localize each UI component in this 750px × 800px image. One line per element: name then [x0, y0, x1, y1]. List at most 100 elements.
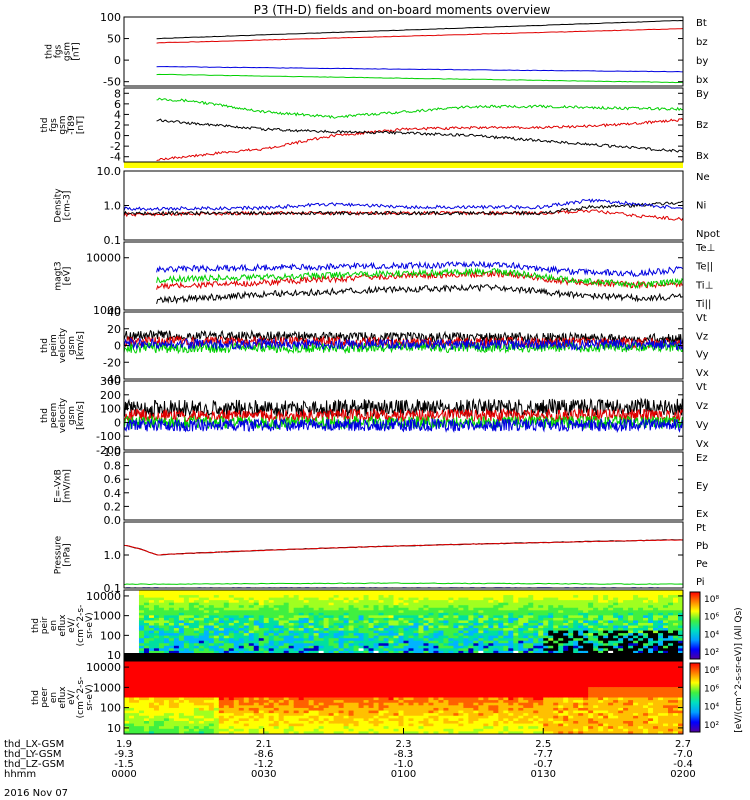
- heatmap-cell: [458, 648, 464, 652]
- heatmap-cell: [268, 694, 275, 699]
- heatmap-cell: [538, 633, 544, 637]
- heatmap-cell: [388, 697, 395, 701]
- heatmap-cell: [293, 726, 300, 730]
- heatmap-cell: [248, 718, 255, 722]
- heatmap-cell: [333, 731, 340, 734]
- heatmap-cell: [658, 645, 664, 649]
- heatmap-cell: [124, 692, 130, 696]
- heatmap-cell: [188, 661, 195, 665]
- heatmap-cell: [388, 597, 395, 601]
- heatmap-cell: [178, 726, 185, 730]
- heatmap-cell: [273, 607, 280, 611]
- heatmap-cell: [193, 700, 200, 704]
- heatmap-cell: [213, 661, 220, 665]
- heatmap-cell: [124, 605, 130, 609]
- heatmap-cell: [623, 620, 629, 624]
- heatmap-cell: [128, 622, 135, 627]
- heatmap-cell: [358, 638, 365, 642]
- heatmap-cell: [313, 713, 320, 717]
- heatmap-cell: [568, 590, 574, 594]
- heatmap-cell: [348, 645, 355, 649]
- heatmap-cell: [308, 645, 315, 649]
- heatmap-cell: [183, 620, 190, 624]
- heatmap-cell: [288, 645, 295, 649]
- heatmap-cell: [378, 610, 385, 614]
- heatmap-cell: [588, 617, 594, 622]
- heatmap-cell: [368, 597, 375, 601]
- heatmap-cell: [158, 687, 165, 691]
- heatmap-cell: [378, 715, 385, 719]
- heatmap-cell: [218, 707, 225, 712]
- heatmap-cell: [453, 605, 459, 609]
- heatmap-cell: [433, 648, 440, 652]
- heatmap-cell: [398, 610, 405, 614]
- heatmap-cell: [178, 590, 185, 594]
- heatmap-cell: [268, 612, 275, 616]
- heatmap-cell: [263, 602, 270, 606]
- heatmap-cell: [603, 633, 609, 637]
- heatmap-cell: [253, 681, 260, 686]
- legend-entry: Vx: [696, 368, 709, 379]
- heatmap-cell: [663, 590, 669, 594]
- series-line-bx: [156, 65, 683, 73]
- heatmap-cell: [348, 666, 355, 670]
- heatmap-cell: [128, 633, 135, 637]
- heatmap-cell: [413, 643, 420, 647]
- heatmap-cell: [563, 590, 569, 594]
- heatmap-cell: [178, 625, 185, 629]
- heatmap-cell: [258, 697, 265, 701]
- heatmap-cell: [348, 605, 355, 609]
- heatmap-cell: [318, 640, 325, 644]
- heatmap-cell: [124, 638, 130, 642]
- heatmap-cell: [178, 689, 185, 693]
- heatmap-cell: [673, 617, 679, 622]
- heatmap-cell: [223, 726, 230, 730]
- heatmap-cell: [573, 630, 579, 634]
- heatmap-cell: [208, 590, 215, 594]
- heatmap-cell: [428, 617, 435, 622]
- heatmap-cell: [213, 668, 220, 673]
- heatmap-cell: [278, 718, 285, 722]
- heatmap-cell: [648, 633, 654, 637]
- heatmap-cell: [178, 622, 185, 627]
- heatmap-cell: [628, 622, 634, 627]
- heatmap-cell: [138, 687, 145, 691]
- heatmap-cell: [268, 707, 275, 712]
- heatmap-cell: [313, 630, 320, 634]
- heatmap-cell: [478, 615, 484, 619]
- heatmap-cell: [183, 666, 190, 670]
- heatmap-cell: [158, 602, 165, 606]
- heatmap-cell: [468, 605, 474, 609]
- heatmap-cell: [348, 597, 355, 601]
- heatmap-cell: [573, 650, 579, 654]
- heatmap-cell: [573, 617, 579, 622]
- heatmap-cell: [253, 687, 260, 691]
- heatmap-cell: [358, 643, 365, 647]
- heatmap-cell: [658, 615, 664, 619]
- heatmap-cell: [403, 700, 410, 704]
- heatmap-cell: [218, 605, 225, 609]
- heatmap-cell: [538, 645, 544, 649]
- heatmap-cell: [248, 590, 255, 594]
- heatmap-cell: [653, 638, 659, 642]
- heatmap-cell: [663, 622, 669, 627]
- heatmap-cell: [218, 640, 225, 644]
- heatmap-cell: [428, 630, 435, 634]
- heatmap-cell: [338, 590, 345, 594]
- heatmap-cell: [133, 671, 140, 675]
- heatmap-cell: [318, 671, 325, 675]
- heatmap-cell: [298, 592, 305, 596]
- heatmap-cell: [453, 635, 459, 639]
- heatmap-cell: [393, 643, 400, 647]
- heatmap-cell: [498, 645, 504, 649]
- heatmap-cell: [218, 671, 225, 675]
- heatmap-cell: [388, 592, 395, 596]
- heatmap-cell: [673, 622, 679, 627]
- heatmap-cell: [318, 600, 325, 604]
- heatmap-cell: [573, 615, 579, 619]
- heatmap-cell: [158, 605, 165, 609]
- heatmap-cell: [408, 607, 415, 611]
- heatmap-cell: [248, 597, 255, 601]
- heatmap-cell: [608, 612, 614, 616]
- y-tick-label: -40: [103, 373, 121, 386]
